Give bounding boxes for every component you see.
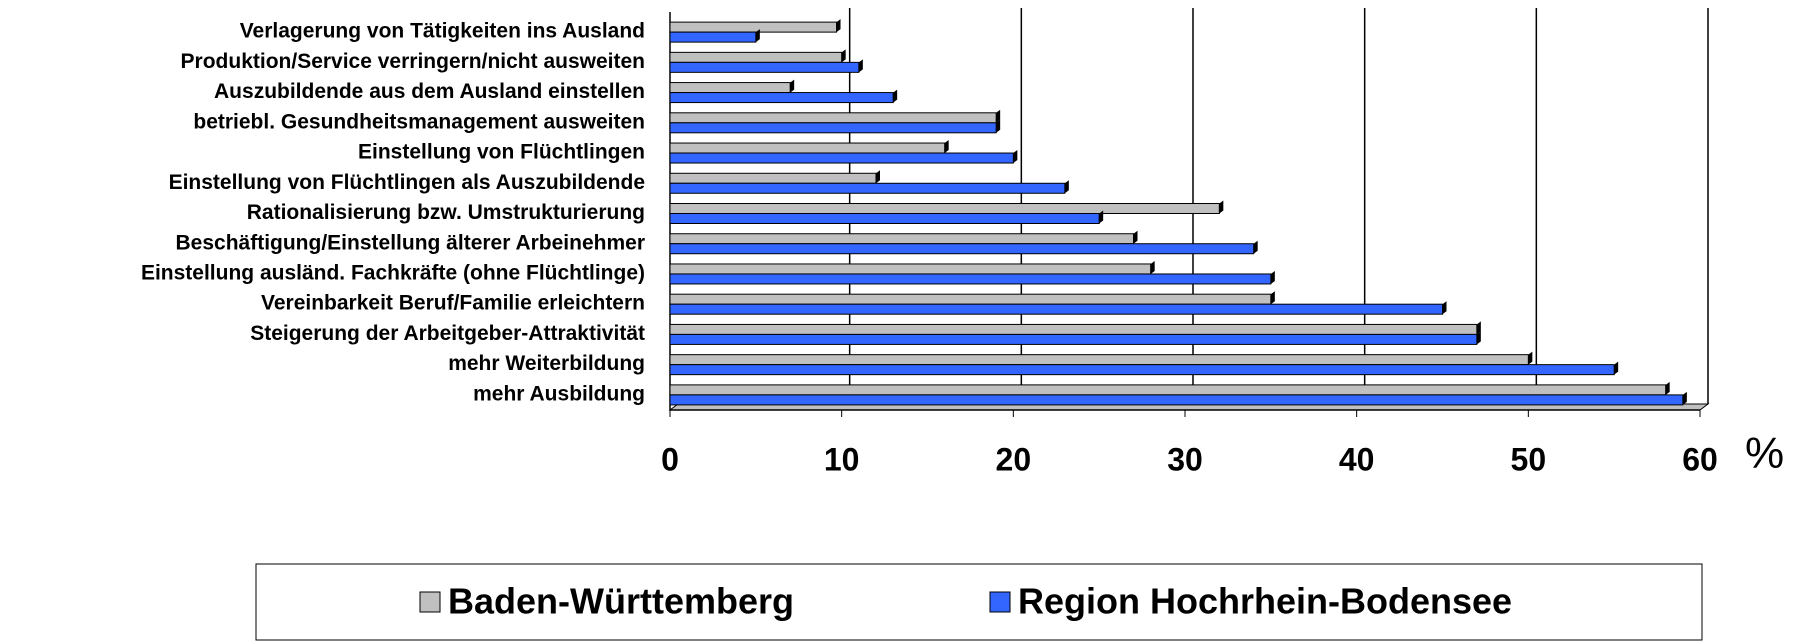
category-label: mehr Weiterbildung <box>448 352 645 375</box>
x-tick-label: 0 <box>661 441 679 477</box>
category-label: betriebl. Gesundheitsmanagement ausweite… <box>193 110 645 133</box>
category-label: Auszubildende aus dem Ausland einstellen <box>214 80 645 103</box>
bar-depth <box>1682 391 1687 405</box>
category-label: mehr Ausbildung <box>473 382 645 405</box>
bar <box>669 31 757 43</box>
legend-box <box>255 563 1703 641</box>
bar <box>669 213 1100 224</box>
legend-swatch <box>989 591 1011 613</box>
bar <box>669 323 1478 335</box>
bar-depth <box>1665 381 1670 395</box>
bar <box>669 203 1220 214</box>
bar-depth <box>1442 301 1447 315</box>
bar-depth <box>996 119 1001 133</box>
x-tick-label: 20 <box>996 441 1032 477</box>
category-label: Rationalisierung bzw. Umstrukturierung <box>247 201 645 224</box>
bar-depth <box>1476 331 1481 345</box>
category-label: Verlagerung von Tätigkeiten ins Ausland <box>240 20 645 43</box>
bar <box>669 233 1134 245</box>
legend-label: Region Hochrhein-Bodensee <box>1018 581 1512 622</box>
legend-label: Baden-Württemberg <box>448 581 794 622</box>
bar <box>669 263 1152 275</box>
bar <box>669 384 1667 396</box>
bar <box>669 112 997 124</box>
category-label: Einstellung von Flüchtlingen <box>358 141 645 164</box>
bar <box>669 273 1272 285</box>
category-label: Vereinbarkeit Beruf/Familie erleichtern <box>261 292 645 315</box>
legend-swatch <box>419 591 441 613</box>
x-tick-label: 30 <box>1167 441 1203 477</box>
x-tick-label: 40 <box>1339 441 1375 477</box>
bar-depth <box>1253 240 1258 254</box>
bar <box>669 243 1255 255</box>
bar-depth <box>1476 321 1481 335</box>
category-label: Beschäftigung/Einstellung älterer Arbein… <box>176 231 646 254</box>
x-unit: % <box>1745 429 1784 478</box>
bar <box>669 172 877 184</box>
bar-depth <box>1270 270 1275 284</box>
bar <box>669 122 997 134</box>
bar-depth <box>841 49 846 63</box>
x-tick-label: 60 <box>1682 441 1718 477</box>
bar-depth <box>1528 351 1533 365</box>
category-label: Einstellung von Flüchtlingen als Auszubi… <box>169 171 645 194</box>
bar <box>669 61 860 73</box>
bar-depth <box>836 19 841 33</box>
bar-depth <box>944 140 949 154</box>
bar-depth <box>858 59 863 73</box>
bar <box>669 152 1014 164</box>
x-tick-label: 10 <box>824 441 860 477</box>
bar-depth <box>1099 210 1104 224</box>
bar-depth <box>1614 361 1619 375</box>
bar <box>669 293 1272 305</box>
bar-depth <box>893 89 898 103</box>
category-label: Einstellung ausländ. Fachkräfte (ohne Fl… <box>141 262 645 285</box>
bar <box>669 182 1066 194</box>
bar <box>669 82 791 94</box>
bar <box>669 142 946 154</box>
category-label: Produktion/Service verringern/nicht ausw… <box>181 50 645 73</box>
bar-depth <box>1133 230 1138 244</box>
bar <box>669 364 1615 376</box>
bar-depth <box>1270 291 1275 305</box>
category-label: Steigerung der Arbeitgeber-Attraktivität <box>250 322 645 345</box>
bar <box>669 92 894 104</box>
bar-depth <box>1150 260 1155 274</box>
bar <box>669 21 838 33</box>
bar <box>669 51 843 63</box>
bar-depth <box>790 79 795 93</box>
bar-depth <box>876 170 880 184</box>
bar <box>669 333 1478 345</box>
bar <box>669 354 1529 366</box>
bar-depth <box>1064 180 1069 194</box>
bar-depth <box>1219 200 1224 214</box>
bar <box>669 394 1684 406</box>
bar-depth <box>1013 150 1018 164</box>
bar-depth <box>996 109 1001 123</box>
bar <box>669 303 1443 315</box>
bar-depth <box>755 29 760 43</box>
x-tick-label: 50 <box>1511 441 1547 477</box>
